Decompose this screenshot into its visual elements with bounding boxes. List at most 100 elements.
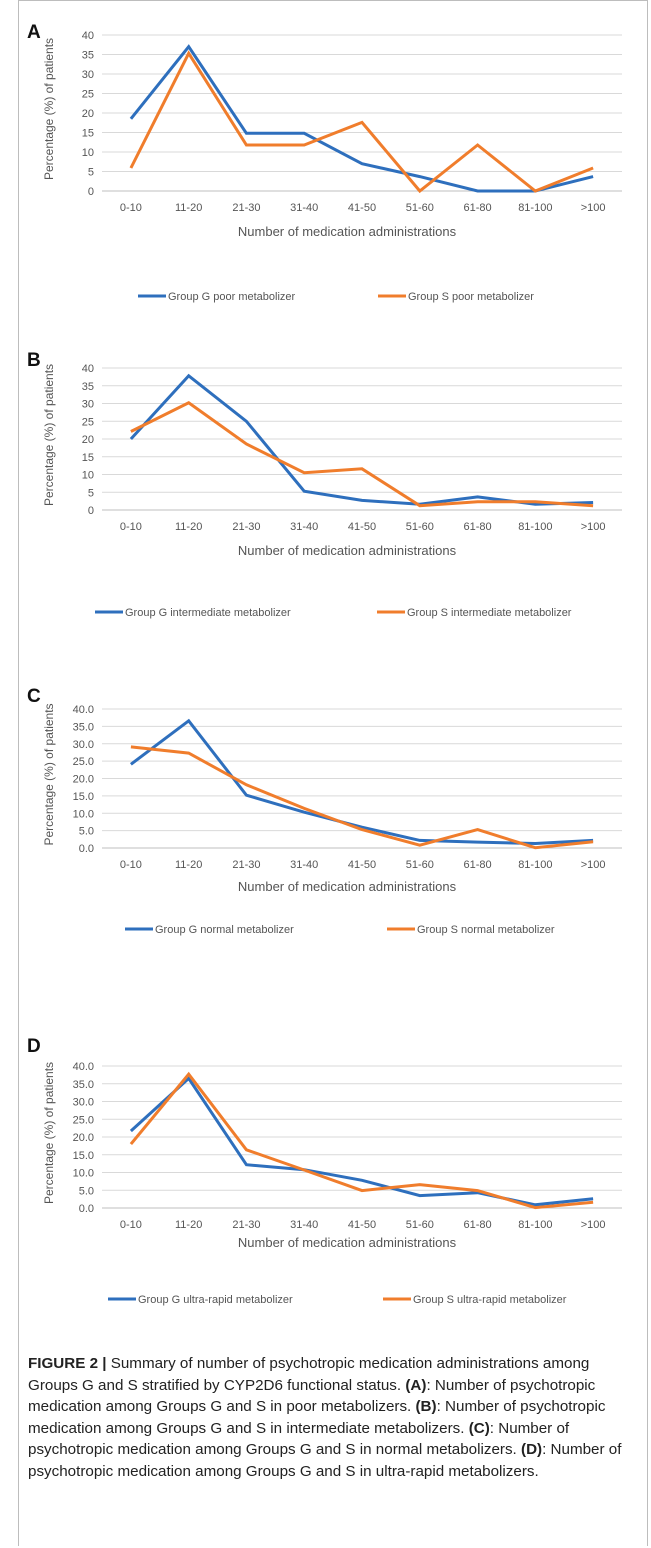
series-line-group-g: [129, 373, 594, 506]
chart-svg-a: A 0 5 10 15 20 25 30 35 40 0-10 11-20 21-30 31-40 41-5…: [27, 22, 622, 303]
x-tick-label: 31-40: [290, 521, 318, 533]
x-tick-label: >100: [581, 202, 606, 214]
series-line-group-g: [129, 1076, 594, 1207]
x-tick-label: 21-30: [232, 1219, 260, 1231]
x-tick-label: 31-40: [290, 1219, 318, 1231]
legend-label: Group G ultra-rapid metabolizer: [138, 1294, 293, 1306]
series-line-group-s: [129, 50, 594, 194]
y-tick-label: 30: [82, 399, 94, 411]
x-tick-label: 21-30: [232, 521, 260, 533]
x-tick-label: 51-60: [406, 1219, 434, 1231]
panel-label-b: B: [27, 350, 41, 371]
y-axis-title: Percentage (%) of patients: [42, 364, 56, 506]
x-tick-label: 81-100: [518, 202, 552, 214]
y-axis-title: Percentage (%) of patients: [42, 1062, 56, 1204]
y-tick-label: 25.0: [73, 1114, 94, 1126]
caption-tag-b: (B): [415, 1398, 437, 1416]
chart-svg-c: C 0.0 5.0 10.0 15.0 20.0 25.0 30.0 35.0 40.0 0-10 1…: [27, 686, 622, 936]
panel-label-d: D: [27, 1036, 41, 1057]
legend-label: Group G poor metabolizer: [168, 291, 296, 303]
y-tick-label: 40.0: [73, 704, 94, 716]
caption-tag-a: (A): [405, 1376, 427, 1394]
figure-frame: [18, 0, 648, 1546]
x-tick-label: 61-80: [463, 859, 491, 871]
x-tick-label: 61-80: [463, 202, 491, 214]
series-line-group-s: [129, 1071, 594, 1210]
y-tick-label: 15.0: [73, 791, 94, 803]
y-tick-label: 15: [82, 128, 94, 140]
x-tick-label: 0-10: [120, 859, 142, 871]
series-line-group-g: [129, 718, 594, 846]
caption-text-c: : Number of psychotropic medication amon…: [28, 1419, 570, 1459]
caption-lead: FIGURE 2 |: [28, 1355, 107, 1372]
x-tick-label: 81-100: [518, 521, 552, 533]
x-tick-label: 51-60: [406, 521, 434, 533]
x-tick-label: 0-10: [120, 521, 142, 533]
y-tick-label: 5: [88, 167, 94, 179]
caption-text-a: : Number of psychotropic medication amon…: [28, 1376, 596, 1416]
y-tick-label: 15.0: [73, 1150, 94, 1162]
y-tick-label: 35: [82, 50, 94, 62]
x-tick-label: 11-20: [175, 202, 202, 214]
figure-caption: FIGURE 2 | Summary of number of psychotr…: [28, 1353, 642, 1483]
x-tick-label: 41-50: [348, 202, 376, 214]
series-line-group-s: [130, 401, 594, 508]
x-tick-label: 21-30: [232, 859, 260, 871]
y-tick-label: 25: [82, 89, 94, 101]
y-tick-label: 5: [88, 487, 94, 499]
legend-label: Group G normal metabolizer: [155, 924, 294, 936]
x-tick-label: 61-80: [463, 521, 491, 533]
y-tick-label: 20: [82, 108, 94, 120]
y-tick-label: 40.0: [73, 1061, 94, 1073]
y-tick-label: 40: [82, 30, 94, 42]
x-axis-title: Number of medication administrations: [238, 879, 457, 894]
series-line-group-g: [129, 44, 594, 193]
x-tick-label: 31-40: [290, 859, 318, 871]
caption-text-b: : Number of psychotropic medication amon…: [28, 1398, 606, 1437]
x-tick-label: 41-50: [348, 521, 376, 533]
x-tick-label: 41-50: [348, 1219, 376, 1231]
y-tick-label: 25.0: [73, 756, 94, 768]
chart-svg-b: B 0 5 10 15 20 25 30 35 40 0-10 11-20 21-30 31-40 41-5…: [27, 350, 622, 619]
x-tick-label: 11-20: [175, 859, 202, 871]
y-tick-label: 10.0: [73, 808, 94, 820]
x-axis-title: Number of medication administrations: [238, 543, 457, 558]
y-tick-label: 10: [82, 470, 94, 482]
x-tick-label: 51-60: [406, 859, 434, 871]
legend-label: Group S ultra-rapid metabolizer: [413, 1294, 567, 1306]
y-tick-label: 35.0: [73, 721, 94, 733]
y-tick-label: 0: [88, 186, 94, 198]
y-tick-label: 40: [82, 363, 94, 375]
y-tick-label: 30.0: [73, 1097, 94, 1109]
y-tick-label: 10.0: [73, 1168, 94, 1180]
x-tick-label: 21-30: [232, 202, 260, 214]
y-tick-label: 20.0: [73, 774, 94, 786]
y-tick-label: 30: [82, 69, 94, 81]
legend-label: Group S intermediate metabolizer: [407, 607, 572, 619]
chart-panel-d: D 0.0 5.0 10.0 15.0 20.0 25.0 30.0 35.0 40.0 0-10 1…: [0, 1010, 651, 1345]
caption-tag-c: (C): [468, 1419, 490, 1437]
y-tick-label: 10: [82, 147, 94, 159]
x-tick-label: >100: [581, 859, 606, 871]
y-tick-label: 5.0: [79, 826, 94, 838]
legend-label: Group S poor metabolizer: [408, 291, 534, 303]
y-tick-label: 35: [82, 381, 94, 393]
x-tick-label: 81-100: [518, 1219, 552, 1231]
y-tick-label: 0.0: [79, 1203, 94, 1215]
x-axis-title: Number of medication administrations: [238, 1235, 457, 1250]
y-tick-label: 30.0: [73, 739, 94, 751]
x-tick-label: 51-60: [406, 202, 434, 214]
y-axis-title: Percentage (%) of patients: [42, 38, 56, 180]
series-line-group-s: [130, 745, 594, 850]
caption-text-d: : Number of psychotropic medication amon…: [28, 1441, 622, 1480]
x-tick-label: 31-40: [290, 202, 318, 214]
y-axis-title: Percentage (%) of patients: [42, 703, 56, 845]
chart-panel-c: C 0.0 5.0 10.0 15.0 20.0 25.0 30.0 35.0 40.0 0-10 1…: [0, 665, 651, 1010]
x-tick-label: 0-10: [120, 1219, 142, 1231]
x-axis-title: Number of medication administrations: [238, 224, 457, 239]
chart-svg-d: D 0.0 5.0 10.0 15.0 20.0 25.0 30.0 35.0 40.0 0-10 1…: [27, 1036, 622, 1306]
chart-panel-b: B 0 5 10 15 20 25 30 35 40 0-10 11-20 21-30 31-40 41-5…: [0, 330, 651, 665]
x-tick-label: 11-20: [175, 1219, 202, 1231]
y-tick-label: 0: [88, 505, 94, 517]
